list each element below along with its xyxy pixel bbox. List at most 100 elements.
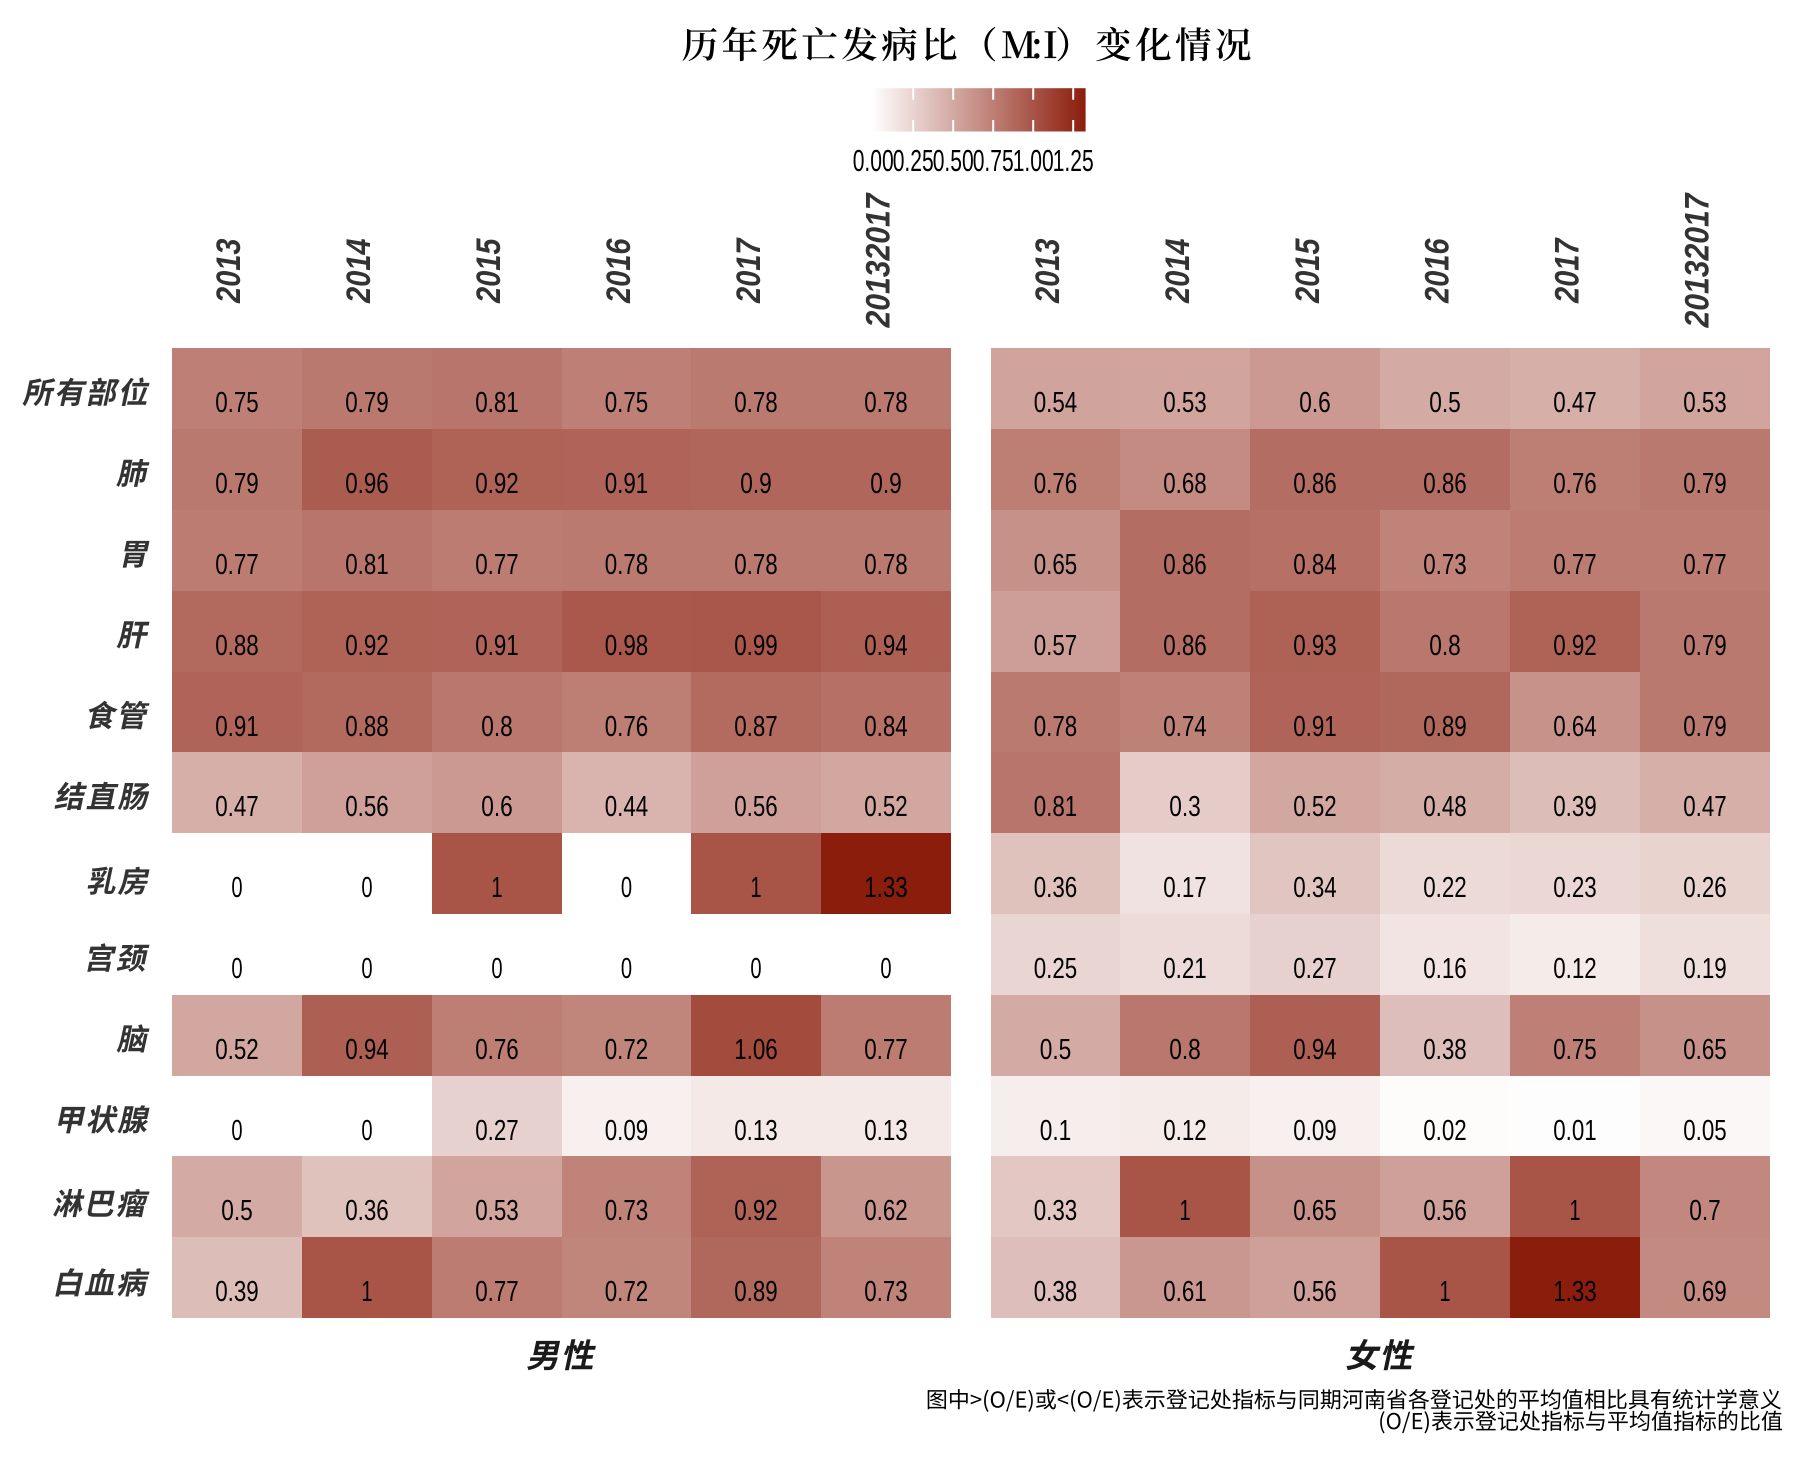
svg-text:0.75: 0.75 [973,143,1014,178]
svg-text:0.56: 0.56 [1293,1276,1337,1308]
svg-text:2017: 2017 [730,237,768,304]
svg-text:0.23: 0.23 [1553,872,1597,904]
svg-text:0.75: 0.75 [215,387,259,419]
svg-text:0.77: 0.77 [1553,549,1597,581]
svg-text:0: 0 [880,953,891,985]
svg-text:0.52: 0.52 [864,791,908,823]
svg-text:2013: 2013 [210,239,248,304]
svg-text:0.39: 0.39 [1553,791,1597,823]
svg-text:0.52: 0.52 [1293,791,1337,823]
svg-text:0.94: 0.94 [1293,1034,1337,1066]
svg-text:0.02: 0.02 [1423,1115,1467,1147]
svg-text:0.92: 0.92 [734,1195,778,1227]
svg-text:0: 0 [361,872,372,904]
svg-text:1: 1 [750,872,761,904]
svg-text:0.5: 0.5 [221,1195,253,1227]
svg-text:0.61: 0.61 [1163,1276,1207,1308]
svg-text:0.76: 0.76 [475,1034,519,1066]
svg-text:0.38: 0.38 [1034,1276,1078,1308]
svg-text:0.77: 0.77 [864,1034,908,1066]
svg-text:0.16: 0.16 [1423,953,1467,985]
svg-text:0.56: 0.56 [345,791,389,823]
svg-text:0.88: 0.88 [215,630,259,662]
svg-text:1.25: 1.25 [1053,143,1094,178]
svg-text:0.73: 0.73 [864,1276,908,1308]
svg-text:0.91: 0.91 [605,468,649,500]
svg-text:0.94: 0.94 [864,630,908,662]
svg-text:0: 0 [231,872,242,904]
svg-text:0.76: 0.76 [605,711,649,743]
svg-text:0.56: 0.56 [734,791,778,823]
svg-text:0.79: 0.79 [345,387,389,419]
svg-text:0.12: 0.12 [1553,953,1597,985]
svg-text:2017: 2017 [1549,237,1587,304]
svg-text:0.68: 0.68 [1163,468,1207,500]
svg-text:0.47: 0.47 [215,791,259,823]
svg-text:0.79: 0.79 [215,468,259,500]
svg-text:0.86: 0.86 [1163,549,1207,581]
svg-text:0.78: 0.78 [864,387,908,419]
svg-text:1: 1 [491,872,502,904]
svg-text:0: 0 [231,953,242,985]
svg-text:0.91: 0.91 [215,711,259,743]
svg-text:0.33: 0.33 [1034,1195,1078,1227]
svg-text:2016: 2016 [600,238,638,304]
svg-text:0.9: 0.9 [870,468,902,500]
svg-text:0.54: 0.54 [1034,387,1078,419]
svg-text:1.06: 1.06 [734,1034,778,1066]
svg-text:0.8: 0.8 [1169,1034,1201,1066]
svg-text:1: 1 [1179,1195,1190,1227]
svg-text:0.56: 0.56 [1423,1195,1467,1227]
svg-text:0.13: 0.13 [734,1115,778,1147]
svg-text:0.77: 0.77 [475,549,519,581]
svg-text:0.77: 0.77 [475,1276,519,1308]
svg-text:0.44: 0.44 [605,791,649,823]
svg-text:0: 0 [231,1115,242,1147]
svg-text:0.12: 0.12 [1163,1115,1207,1147]
svg-text:0.62: 0.62 [864,1195,908,1227]
svg-text:0.72: 0.72 [605,1034,649,1066]
svg-text:0.69: 0.69 [1683,1276,1727,1308]
svg-text:2016: 2016 [1419,238,1457,304]
svg-text:0.98: 0.98 [605,630,649,662]
svg-text:0.48: 0.48 [1423,791,1467,823]
svg-text:0.27: 0.27 [1293,953,1337,985]
svg-text:0.9: 0.9 [740,468,772,500]
svg-text:0.76: 0.76 [1553,468,1597,500]
svg-text:0.1: 0.1 [1040,1115,1072,1147]
svg-text:0.47: 0.47 [1683,791,1727,823]
svg-text:0: 0 [491,953,502,985]
svg-text:0.75: 0.75 [605,387,649,419]
svg-text:2015: 2015 [1289,238,1327,304]
svg-text:0.99: 0.99 [734,630,778,662]
svg-text:20132017: 20132017 [860,192,898,328]
svg-text:0.84: 0.84 [1293,549,1337,581]
svg-text:0.88: 0.88 [345,711,389,743]
svg-text:0.75: 0.75 [1553,1034,1597,1066]
svg-text:0.86: 0.86 [1163,630,1207,662]
svg-text:0.92: 0.92 [345,630,389,662]
svg-text:0.78: 0.78 [605,549,649,581]
svg-text:0.34: 0.34 [1293,872,1337,904]
svg-text:0.01: 0.01 [1553,1115,1597,1147]
svg-text:0.77: 0.77 [1683,549,1727,581]
svg-text:0.09: 0.09 [605,1115,649,1147]
svg-text:0.96: 0.96 [345,468,389,500]
svg-text:1: 1 [361,1276,372,1308]
svg-text:0.5: 0.5 [1429,387,1461,419]
svg-text:0.6: 0.6 [1299,387,1331,419]
svg-text:0.50: 0.50 [933,143,974,178]
svg-text:0.81: 0.81 [475,387,519,419]
svg-text:0.38: 0.38 [1423,1034,1467,1066]
svg-text:0.78: 0.78 [864,549,908,581]
svg-text:0.81: 0.81 [345,549,389,581]
svg-text:2013: 2013 [1029,239,1067,304]
svg-text:0.65: 0.65 [1683,1034,1727,1066]
svg-text:0.76: 0.76 [1034,468,1078,500]
svg-text:0.57: 0.57 [1034,630,1078,662]
svg-text:0.92: 0.92 [1553,630,1597,662]
svg-text:0.86: 0.86 [1293,468,1337,500]
svg-text:1.00: 1.00 [1013,143,1054,178]
svg-text:0.79: 0.79 [1683,468,1727,500]
svg-text:0.79: 0.79 [1683,630,1727,662]
